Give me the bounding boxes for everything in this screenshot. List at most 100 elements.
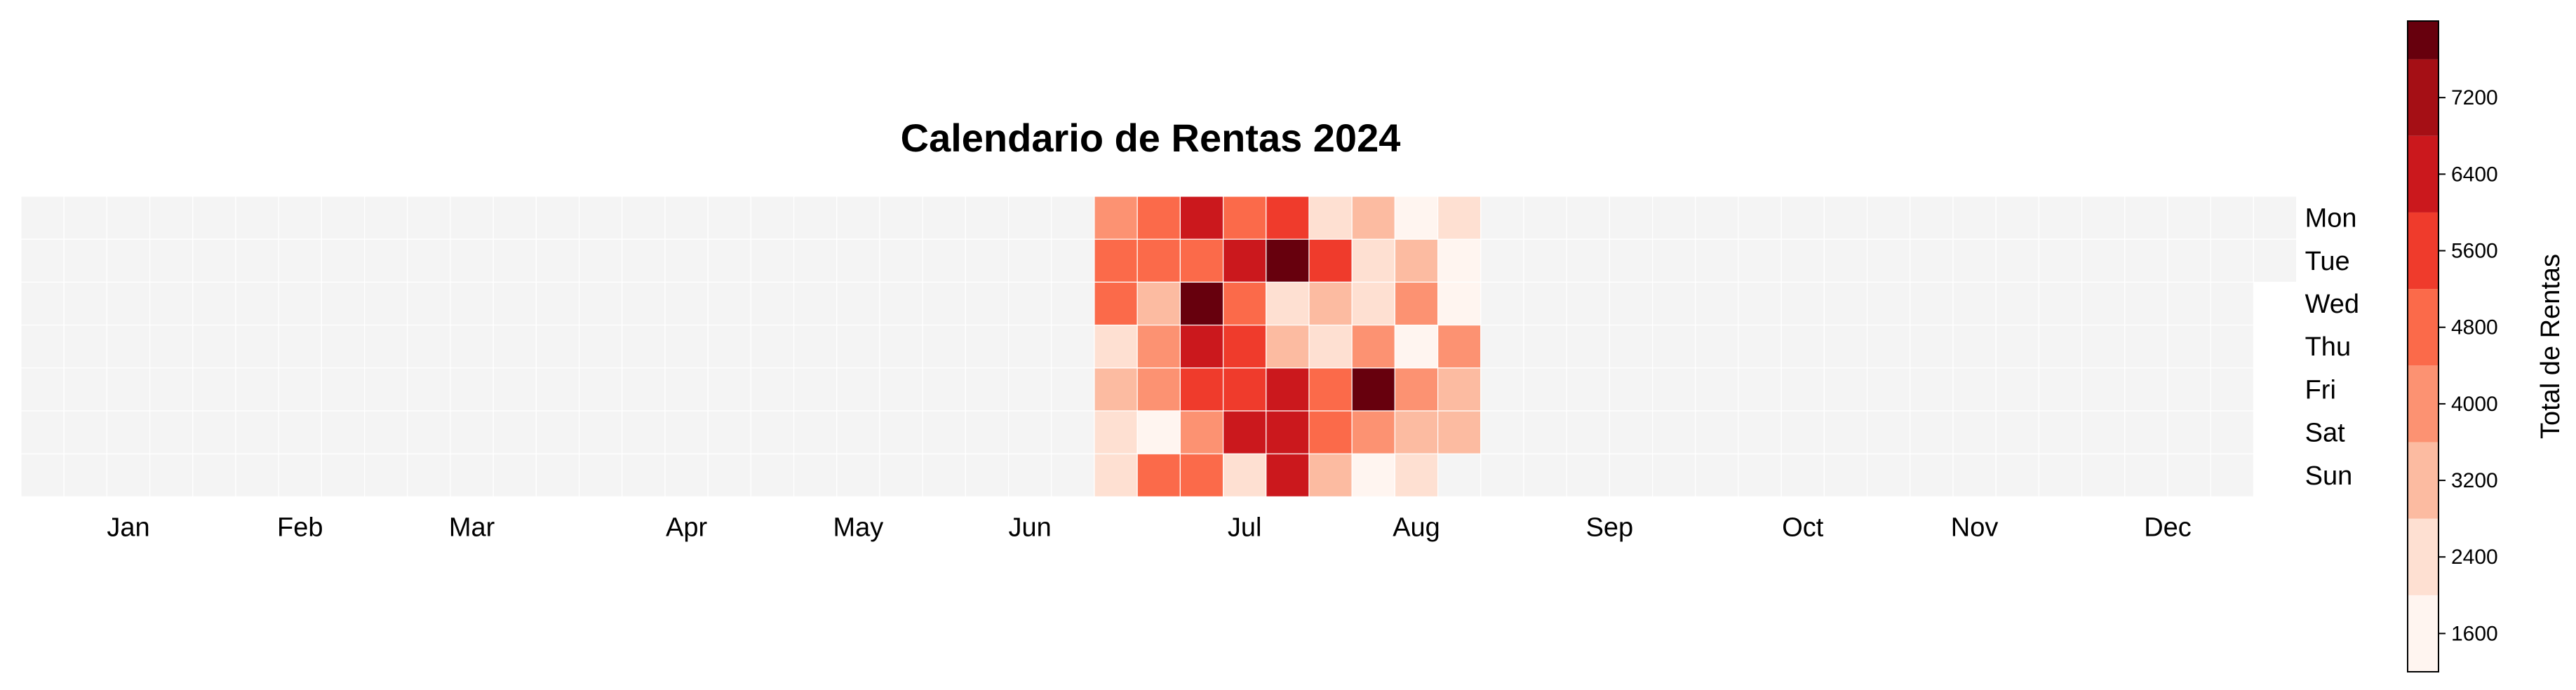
month-label: Feb xyxy=(277,513,323,542)
heatmap-cell xyxy=(1995,410,2039,454)
heatmap-cell xyxy=(20,196,65,240)
heatmap-cell xyxy=(1222,238,1267,283)
heatmap-cell xyxy=(363,367,408,412)
day-label: Thu xyxy=(2305,332,2351,362)
heatmap-cell xyxy=(407,325,451,369)
heatmap-cell xyxy=(578,367,623,412)
heatmap-cell xyxy=(879,453,923,498)
heatmap-cell xyxy=(1780,367,1825,412)
heatmap-cell xyxy=(1437,325,1482,369)
heatmap-cell xyxy=(1051,325,1095,369)
heatmap-cell xyxy=(1695,196,1739,240)
heatmap-cell xyxy=(578,196,623,240)
heatmap-cell xyxy=(1222,410,1267,454)
heatmap-cell xyxy=(1523,453,1567,498)
heatmap-cell xyxy=(1437,238,1482,283)
colorbar-band xyxy=(2408,59,2439,136)
heatmap-cell xyxy=(836,325,880,369)
heatmap-cell xyxy=(63,238,107,283)
heatmap-cell xyxy=(1652,325,1696,369)
heatmap-cell xyxy=(879,196,923,240)
heatmap-cell xyxy=(1738,453,1782,498)
heatmap-cell xyxy=(664,281,709,326)
heatmap-cell xyxy=(1609,238,1653,283)
heatmap-cell xyxy=(1351,196,1395,240)
heatmap-cell xyxy=(1738,410,1782,454)
heatmap-cell xyxy=(1007,281,1052,326)
colorbar-tick-label: 7200 xyxy=(2451,86,2498,109)
heatmap-cell xyxy=(836,410,880,454)
heatmap-cell xyxy=(879,281,923,326)
day-label: Mon xyxy=(2305,204,2357,234)
heatmap-cell xyxy=(1351,453,1395,498)
heatmap-cell xyxy=(1437,410,1482,454)
heatmap-cell xyxy=(578,453,623,498)
heatmap-cell xyxy=(879,367,923,412)
heatmap-cell xyxy=(106,410,151,454)
heatmap-cell xyxy=(1695,410,1739,454)
heatmap-cell xyxy=(664,196,709,240)
heatmap-cell xyxy=(321,410,365,454)
heatmap-cell xyxy=(1394,367,1439,412)
heatmap-cell xyxy=(1609,410,1653,454)
heatmap-cell xyxy=(149,325,194,369)
heatmap-cell xyxy=(2038,367,2083,412)
heatmap-cell xyxy=(1179,367,1224,412)
colorbar: 1600 2400 3200 4000 4800 5600 6400 7200 Total de… xyxy=(2407,20,2565,672)
heatmap-cell xyxy=(1566,196,1610,240)
heatmap-cell xyxy=(149,367,194,412)
colorbar-frame xyxy=(2407,20,2439,672)
heatmap-cell xyxy=(492,196,537,240)
heatmap-cell xyxy=(1351,410,1395,454)
heatmap-cell xyxy=(1867,281,1911,326)
heatmap-cell xyxy=(922,196,966,240)
heatmap-cell xyxy=(2038,281,2083,326)
heatmap-cell xyxy=(1823,453,1868,498)
heatmap-cell xyxy=(492,453,537,498)
heatmap-cell xyxy=(1394,196,1439,240)
month-label: Mar xyxy=(449,513,495,542)
heatmap-cell xyxy=(1995,367,2039,412)
heatmap-cell xyxy=(1738,196,1782,240)
heatmap-cell xyxy=(750,410,795,454)
heatmap-cell xyxy=(1266,281,1310,326)
heatmap-cell xyxy=(1007,453,1052,498)
heatmap-cell xyxy=(664,367,709,412)
heatmap-cell xyxy=(363,410,408,454)
heatmap-cell xyxy=(2124,325,2168,369)
heatmap-cell xyxy=(1222,325,1267,369)
month-label: Jun xyxy=(1009,513,1052,542)
heatmap-cell xyxy=(2124,196,2168,240)
heatmap-cell xyxy=(1566,281,1610,326)
heatmap-cell xyxy=(2038,325,2083,369)
heatmap-cell xyxy=(235,281,279,326)
colorbar-band xyxy=(2408,442,2439,519)
heatmap-cell xyxy=(2210,238,2254,283)
heatmap-cell xyxy=(2081,367,2126,412)
heatmap-cell xyxy=(2038,453,2083,498)
heatmap-cell xyxy=(1780,325,1825,369)
day-label: Tue xyxy=(2305,247,2350,276)
heatmap-cell xyxy=(192,367,236,412)
heatmap-cell xyxy=(836,238,880,283)
heatmap-cell xyxy=(235,367,279,412)
heatmap-cell xyxy=(793,238,838,283)
heatmap-cell xyxy=(1910,367,1954,412)
heatmap-cell xyxy=(492,367,537,412)
heatmap-cell xyxy=(793,281,838,326)
heatmap-cell xyxy=(2210,196,2254,240)
heatmap-cell xyxy=(1780,238,1825,283)
heatmap-cell xyxy=(192,281,236,326)
heatmap-cell xyxy=(2124,453,2168,498)
heatmap-cell xyxy=(321,453,365,498)
heatmap-cell xyxy=(578,281,623,326)
heatmap-cell xyxy=(1179,196,1224,240)
heatmap-cell xyxy=(106,196,151,240)
heatmap-cell xyxy=(63,325,107,369)
heatmap-cell xyxy=(149,453,194,498)
heatmap-cell xyxy=(1609,325,1653,369)
heatmap-cell xyxy=(1995,238,2039,283)
heatmap-cell xyxy=(492,410,537,454)
heatmap-cell xyxy=(278,325,323,369)
heatmap-cell xyxy=(1566,410,1610,454)
